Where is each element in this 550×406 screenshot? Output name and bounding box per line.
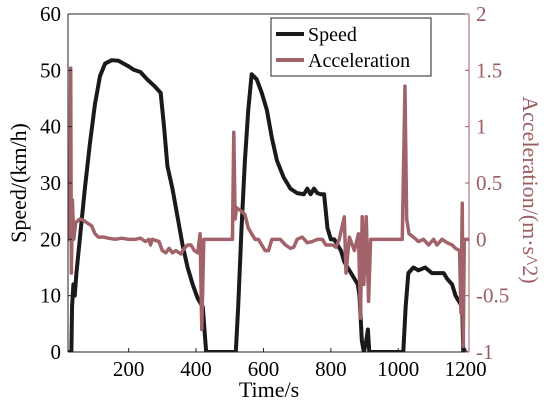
y-left-tick-label: 40: [40, 115, 61, 139]
plot-area: [68, 58, 469, 352]
y-right-tick-label: -1: [476, 340, 494, 364]
legend-label-speed: Speed: [308, 24, 357, 46]
y-left-tick-label: 50: [40, 58, 61, 82]
legend-label-acceleration: Acceleration: [308, 50, 410, 72]
series-line-speed: [68, 58, 468, 352]
series-layer: [68, 58, 469, 352]
x-tick-label: 800: [315, 357, 347, 381]
x-tick-label: 200: [113, 357, 145, 381]
y-left-tick-label: 30: [40, 171, 61, 195]
y-right-tick-label: 1: [476, 115, 487, 139]
series-line-acceleration: [68, 66, 469, 349]
y-axis-left-title: Speed/(km/h): [6, 123, 31, 243]
y-right-tick-label: 1.5: [476, 58, 502, 82]
y-right-tick-label: 0: [476, 227, 487, 251]
y-right-tick-label: 0.5: [476, 171, 502, 195]
legend-box: [270, 17, 432, 77]
x-tick-label: 1200: [445, 357, 487, 381]
y-left-tick-label: 10: [40, 284, 61, 308]
y-right-tick-label: 2: [476, 2, 487, 26]
y-left-tick-label: 0: [51, 340, 62, 364]
axes-layer: 200 400 600 800 1000 12000102030405060-1-0.50…: [40, 2, 509, 381]
y-left-tick-label: 60: [40, 2, 61, 26]
x-axis-title: Time/s: [239, 377, 299, 402]
x-tick-label: 600: [248, 357, 280, 381]
y-left-tick-label: 20: [40, 227, 61, 251]
y-axis-right-title: Acceleration/(m·s^2): [518, 96, 543, 283]
x-tick-label: 1000: [377, 357, 419, 381]
legend: Speed Acceleration: [270, 17, 432, 77]
y-right-tick-label: -0.5: [476, 284, 509, 308]
x-tick-label: 400: [180, 357, 212, 381]
